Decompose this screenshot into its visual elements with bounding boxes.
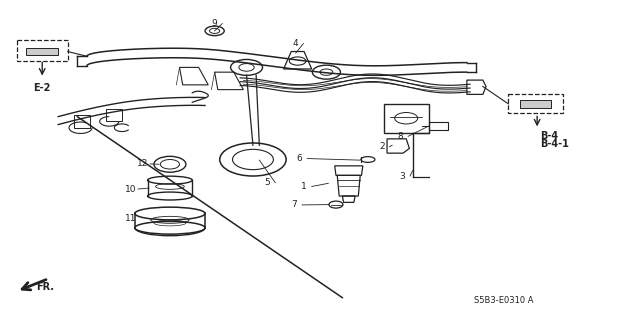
Text: 5: 5 — [265, 178, 271, 187]
Text: 6: 6 — [297, 154, 303, 163]
Text: B-4-1: B-4-1 — [540, 139, 569, 149]
Bar — [520, 100, 552, 108]
Bar — [429, 122, 448, 130]
Text: 12: 12 — [137, 160, 148, 168]
Text: 10: 10 — [125, 184, 136, 194]
Text: FR.: FR. — [36, 282, 54, 292]
Text: 9: 9 — [212, 19, 218, 28]
Text: E-2: E-2 — [33, 83, 51, 93]
Text: S5B3-E0310 A: S5B3-E0310 A — [474, 296, 534, 305]
Text: 8: 8 — [397, 132, 403, 141]
Text: 11: 11 — [125, 214, 136, 223]
Text: 1: 1 — [301, 182, 307, 191]
Text: 3: 3 — [399, 172, 405, 181]
Text: 2: 2 — [379, 142, 385, 151]
Text: B-4: B-4 — [540, 131, 559, 141]
Text: 4: 4 — [293, 39, 298, 48]
Text: 7: 7 — [292, 200, 298, 209]
Bar — [26, 48, 58, 56]
Bar — [508, 94, 563, 114]
Bar — [17, 41, 68, 61]
